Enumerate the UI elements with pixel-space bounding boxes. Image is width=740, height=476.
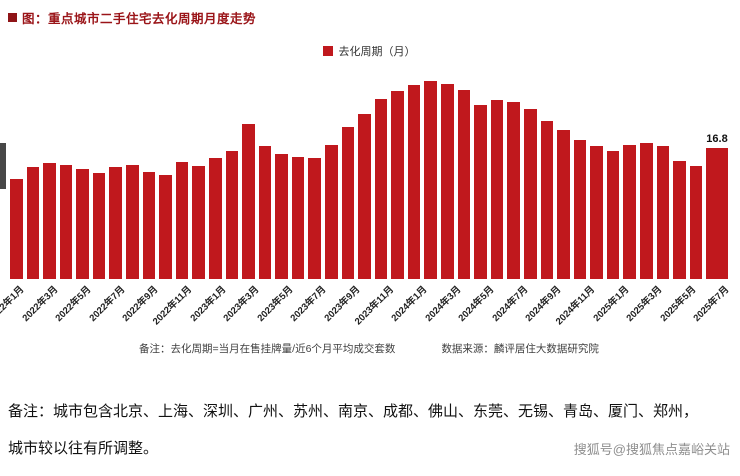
bar	[606, 69, 620, 279]
x-axis: 2022年1月 2022年3月 2022年5月 2022年7月 2022年9月 2022年…	[0, 279, 732, 337]
x-tick: 2025年5月	[658, 284, 699, 325]
bar	[474, 69, 487, 279]
bar	[308, 69, 321, 279]
bar	[26, 69, 40, 279]
bar	[192, 69, 205, 279]
x-tick: 2024年1月	[389, 284, 430, 325]
bar	[242, 69, 255, 279]
x-tick: 2025年7月	[691, 284, 732, 325]
bar: 16.8	[706, 69, 728, 279]
chart-footnotes: 备注：去化周期=当月在售挂牌量/近6个月平均成交套数 数据来源：麟评居住大数据研…	[8, 341, 730, 356]
x-tick: 2025年1月	[591, 284, 631, 325]
bar	[258, 69, 272, 279]
x-tick: 2025年3月	[624, 284, 665, 325]
bar	[639, 69, 653, 279]
bar	[324, 69, 338, 279]
x-tick: 2022年1月	[0, 284, 27, 325]
bar	[76, 69, 89, 279]
bar	[43, 69, 56, 279]
x-tick: 2024年11月	[554, 284, 598, 328]
bar	[689, 69, 703, 279]
x-tick: 2024年3月	[423, 284, 464, 325]
x-tick: 2023年1月	[187, 284, 228, 325]
legend-swatch-icon	[322, 46, 333, 56]
x-tick: 2024年7月	[490, 284, 531, 325]
bar	[109, 69, 123, 279]
bar	[557, 69, 570, 279]
bar	[159, 69, 172, 279]
x-tick: 2024年9月	[523, 284, 564, 325]
bar	[291, 69, 305, 279]
x-tick: 2022年3月	[20, 284, 60, 325]
bar	[208, 69, 222, 279]
x-tick: 2023年9月	[322, 284, 363, 325]
bar	[457, 69, 471, 279]
bar	[142, 69, 156, 279]
bar	[92, 69, 106, 279]
title-bullet-icon	[8, 13, 17, 22]
chart-title: 图：重点城市二手住宅去化周期月度走势	[22, 12, 257, 26]
plot-area: 16.8	[8, 69, 730, 279]
x-tick: 2024年5月	[456, 284, 497, 325]
bar	[523, 69, 537, 279]
chart-source: 数据来源：麟评居住大数据研究院	[441, 343, 599, 355]
bar	[374, 69, 388, 279]
chart-card: 图：重点城市二手住宅去化周期月度走势 去化周期（月） 16.8 2022年1月 2…	[0, 8, 732, 356]
bar	[573, 69, 587, 279]
chart-title-row: 图：重点城市二手住宅去化周期月度走势	[8, 8, 730, 27]
bar	[391, 69, 404, 279]
note-line1: 备注：城市包含北京、上海、深圳、广州、苏州、南京、成都、佛山、东莞、无锡、青岛、…	[8, 404, 699, 420]
bar	[10, 69, 23, 279]
bar	[623, 69, 636, 279]
bar	[490, 69, 504, 279]
x-tick: 2023年11月	[352, 284, 396, 328]
bar	[441, 69, 454, 279]
watermark: 搜狐号@搜狐焦点嘉峪关站	[573, 442, 730, 457]
bar	[656, 69, 670, 279]
bar	[59, 69, 73, 279]
bottom-row: 城市较以往有所调整。 搜狐号@搜狐焦点嘉峪关站	[8, 437, 730, 458]
legend-label: 去化周期（月）	[338, 46, 416, 58]
bar	[424, 69, 438, 279]
bar	[507, 69, 520, 279]
bar	[175, 69, 189, 279]
bar	[126, 69, 139, 279]
bar	[590, 69, 603, 279]
x-tick: 2022年5月	[53, 284, 94, 325]
x-tick: 2022年7月	[87, 284, 128, 325]
chart-footnote: 备注：去化周期=当月在售挂牌量/近6个月平均成交套数	[139, 343, 396, 355]
bar-value-label: 16.8	[706, 133, 728, 146]
bar	[275, 69, 288, 279]
chart-legend: 去化周期（月）	[8, 43, 730, 59]
bar	[341, 69, 355, 279]
x-tick: 2023年5月	[255, 284, 296, 325]
bar	[358, 69, 371, 279]
x-tick: 2022年11月	[151, 284, 195, 328]
x-tick: 2023年3月	[221, 284, 262, 325]
bar	[407, 69, 421, 279]
bar	[673, 69, 686, 279]
x-tick: 2022年9月	[120, 284, 161, 325]
bar	[225, 69, 239, 279]
x-tick: 2023年7月	[288, 284, 329, 325]
note-line2: 城市较以往有所调整。	[8, 441, 159, 457]
left-edge-mark	[0, 143, 6, 189]
bar	[540, 69, 554, 279]
